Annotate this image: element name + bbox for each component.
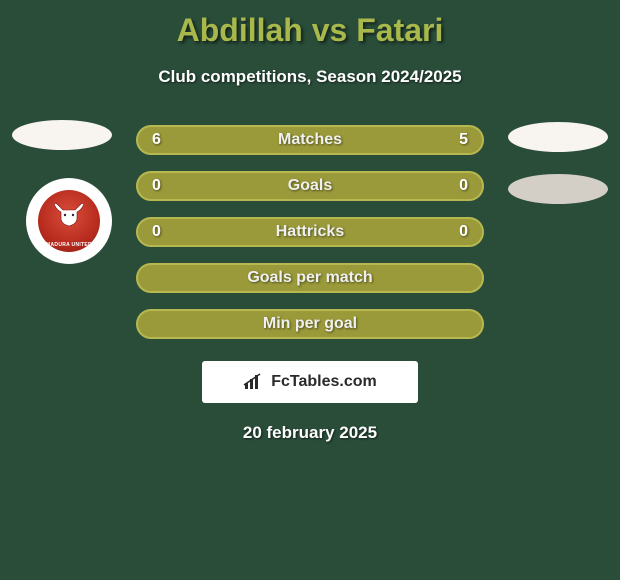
team-logo-label: MADURA UNITED [46,242,92,248]
bull-icon [51,200,87,228]
attribution-badge: FcTables.com [202,361,418,403]
stat-label: Goals per match [247,269,372,287]
stat-right-value: 0 [459,177,468,195]
stat-row: Min per goal [136,309,484,339]
stat-row: 0 Goals 0 [136,171,484,201]
right-player-badge-2 [508,174,608,204]
barchart-icon [243,373,265,391]
stat-row: Goals per match [136,263,484,293]
stat-label: Goals [288,177,332,195]
page-subtitle: Club competitions, Season 2024/2025 [0,67,620,87]
stat-label: Hattricks [276,223,344,241]
stat-left-value: 0 [152,223,161,241]
stat-label: Min per goal [263,315,357,333]
stat-left-value: 0 [152,177,161,195]
stat-label: Matches [278,131,342,149]
attribution-text: FcTables.com [271,373,377,391]
stat-right-value: 0 [459,223,468,241]
stat-row: 6 Matches 5 [136,125,484,155]
page-title: Abdillah vs Fatari [0,0,620,49]
stat-row: 0 Hattricks 0 [136,217,484,247]
stat-left-value: 6 [152,131,161,149]
left-player-badge-1 [12,120,112,150]
right-player-badge-1 [508,122,608,152]
left-team-logo: MADURA UNITED [26,178,112,264]
comparison-date: 20 february 2025 [0,423,620,443]
stat-right-value: 5 [459,131,468,149]
